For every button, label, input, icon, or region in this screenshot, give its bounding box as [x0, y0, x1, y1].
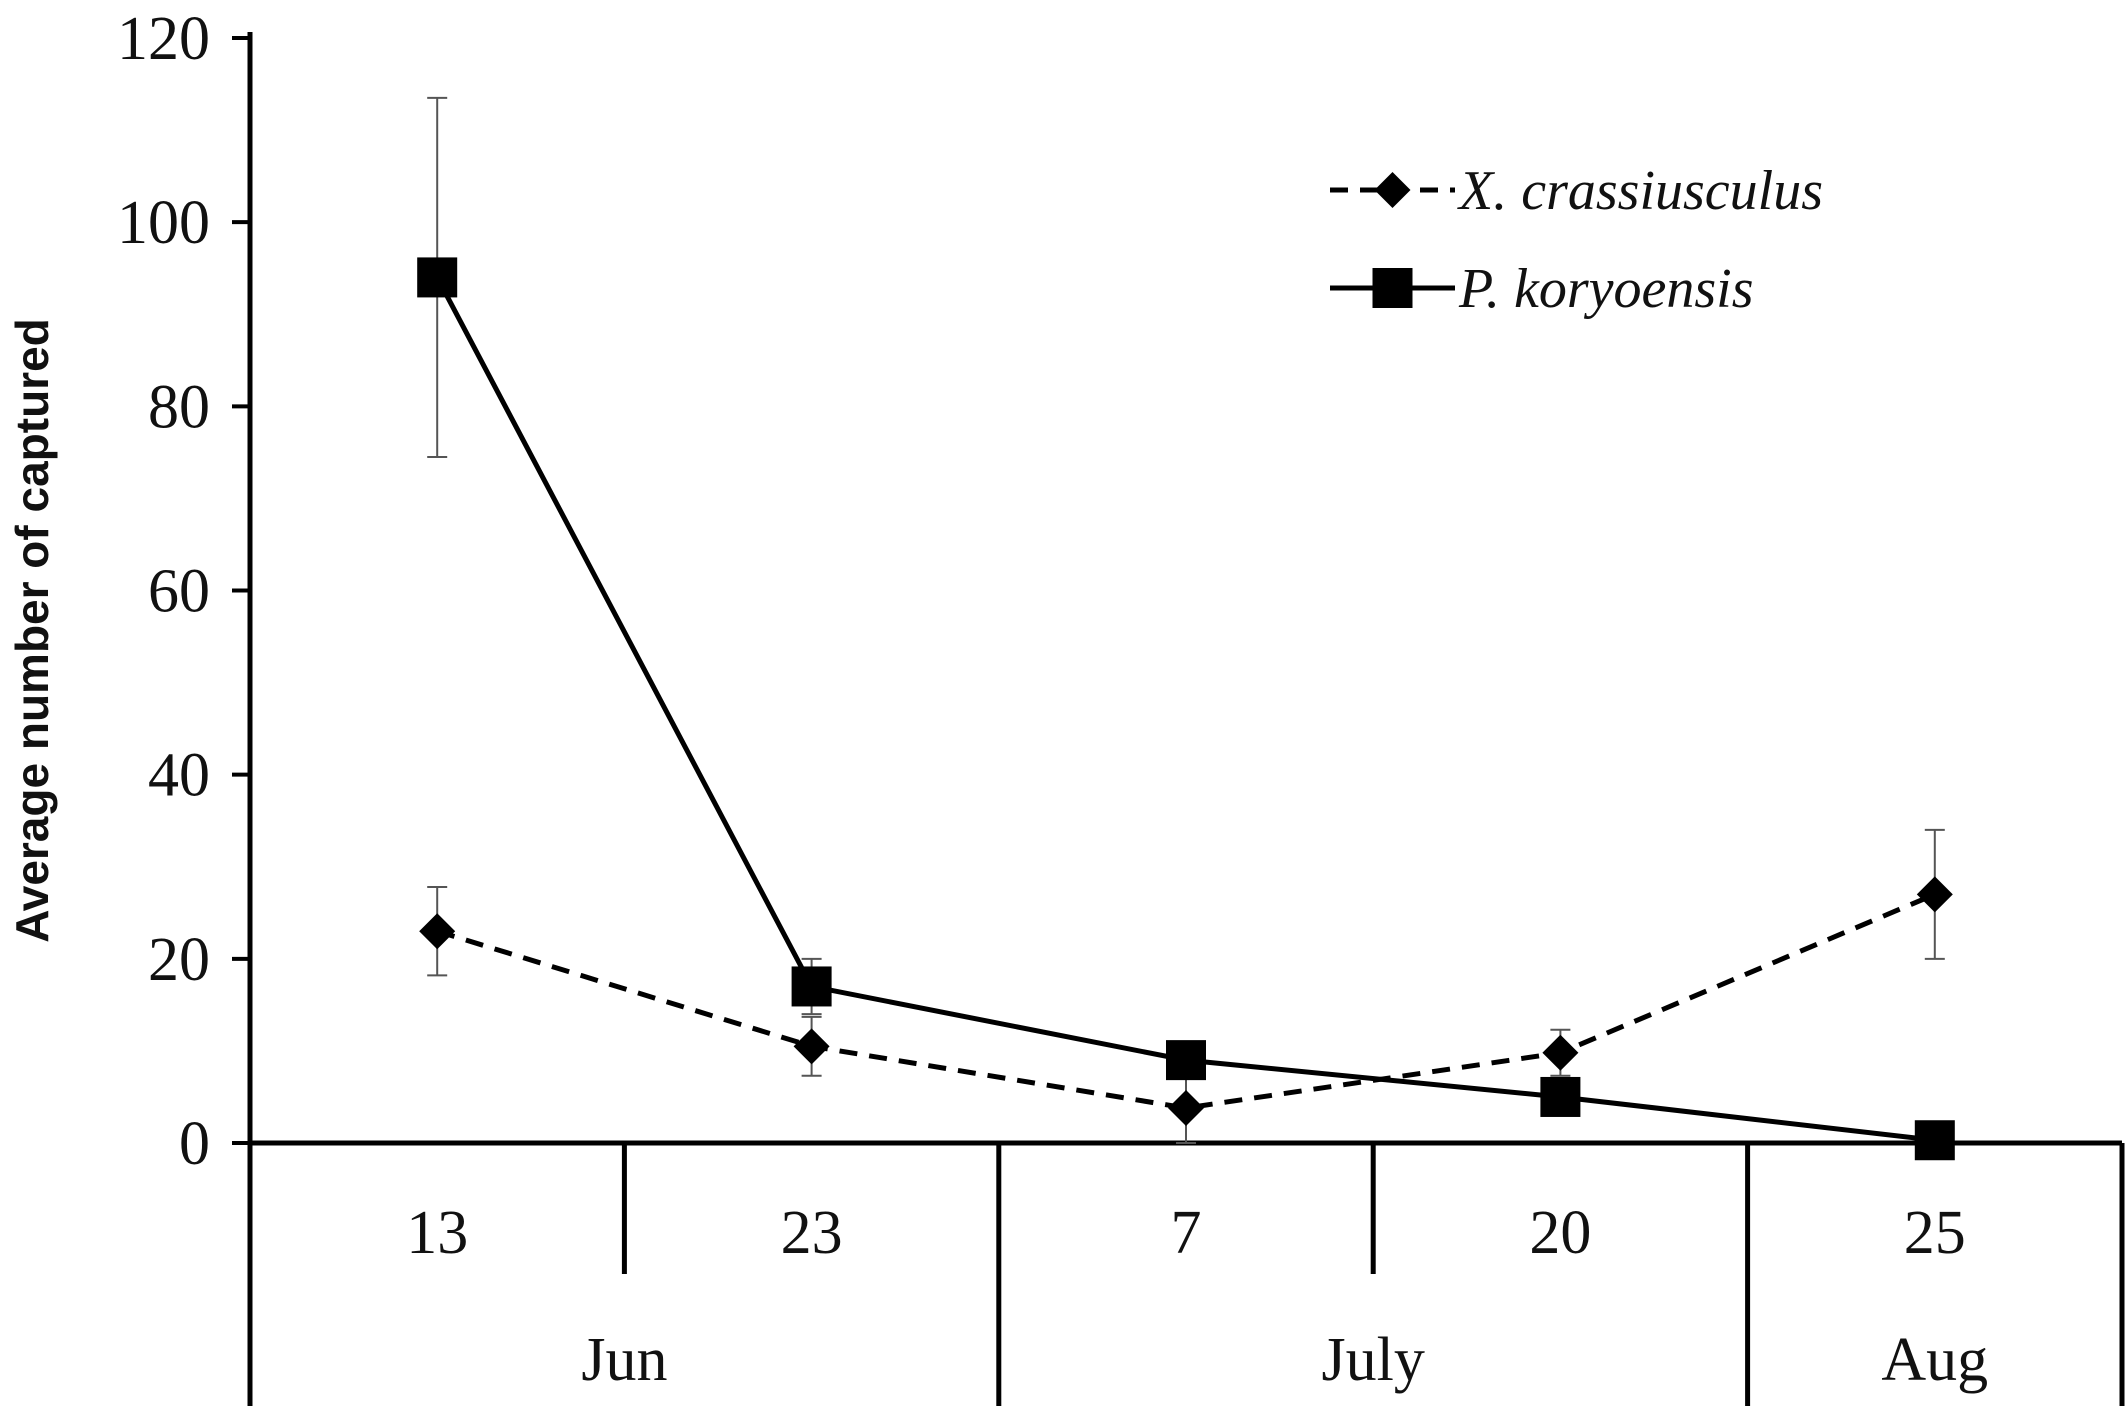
x-category-label: 13: [406, 1199, 468, 1267]
series-layer: [417, 96, 1955, 1161]
y-tick-label: 100: [117, 189, 210, 257]
y-tick-label: 0: [179, 1110, 210, 1178]
data-point: [791, 966, 832, 1007]
data-point: [419, 913, 456, 950]
x-month-label: Jun: [581, 1326, 667, 1394]
data-point: [1166, 1040, 1206, 1081]
axes: [232, 32, 2125, 1406]
legend-marker: [1374, 172, 1411, 208]
x-category-label: 23: [781, 1199, 843, 1267]
y-tick-label: 60: [148, 558, 210, 626]
data-point: [1540, 1076, 1581, 1117]
x-category-label: 7: [1171, 1199, 1202, 1267]
legend-label: P. koryoensis: [1458, 258, 1754, 320]
series-1: [419, 828, 1953, 1144]
x-category-label: 25: [1904, 1199, 1966, 1267]
legend-marker: [1372, 268, 1413, 308]
y-tick-label: 20: [148, 926, 210, 994]
y-tick-labels: 0 20 40 60 80 100 120: [117, 5, 210, 1178]
x-month-label: Aug: [1881, 1326, 1988, 1394]
y-axis-label: Average number of captured: [6, 318, 58, 943]
data-point: [417, 257, 458, 298]
legend-label: X. crassiusculus: [1457, 160, 1823, 222]
x-month-label: July: [1322, 1326, 1425, 1394]
y-tick-label: 120: [117, 5, 210, 73]
data-point: [1914, 1120, 1955, 1161]
legend: X. crassiusculus P. koryoensis: [1330, 160, 1823, 320]
data-point: [1168, 1090, 1204, 1127]
data-point: [793, 1028, 830, 1065]
series-line: [434, 276, 1936, 1143]
data-point: [1542, 1034, 1579, 1071]
y-tick-label: 80: [148, 373, 210, 441]
data-point: [1916, 876, 1953, 913]
x-category-labels: 13 23 7 20 25 Jun July Aug: [406, 1199, 1988, 1394]
x-category-label: 20: [1529, 1199, 1591, 1267]
series-2: [417, 96, 1955, 1161]
y-tick-label: 40: [148, 742, 210, 810]
